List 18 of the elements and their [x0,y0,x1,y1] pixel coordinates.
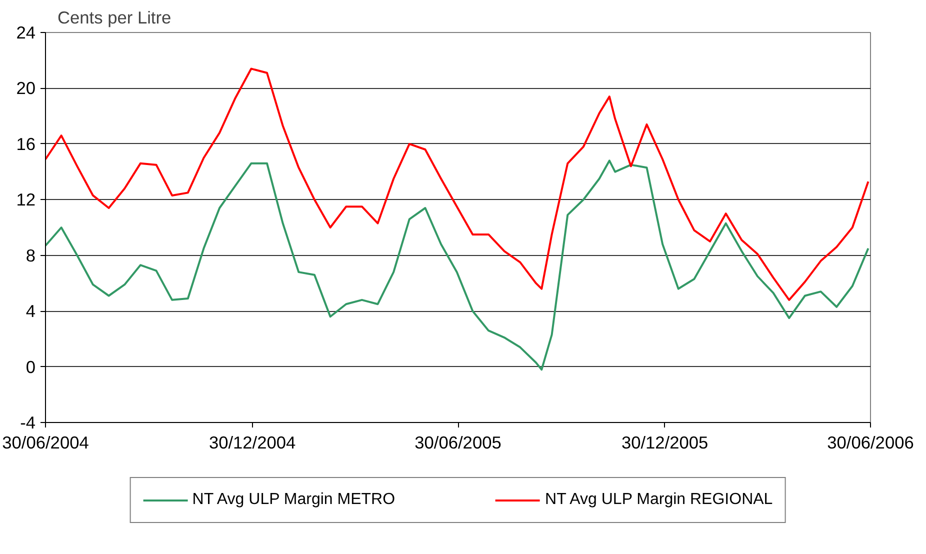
legend-label: NT Avg ULP Margin REGIONAL [545,491,773,509]
line-series [46,68,870,301]
x-tick-label: 30/06/2006 [827,432,914,452]
line-series [46,160,870,371]
x-tick-label: 30/06/2005 [414,432,502,452]
x-tick-label: 30/12/2004 [208,432,296,452]
y-axis-title: Cents per Litre [58,8,172,28]
y-tick-label: 24 [16,22,36,42]
y-tick-label: -4 [20,412,36,432]
y-tick-label: 4 [26,301,36,322]
legend-label: NT Avg ULP Margin METRO [192,491,396,509]
y-tick-label: 12 [16,190,36,210]
y-tick-label: 0 [26,356,36,377]
y-tick-label: 8 [26,245,36,266]
x-tick-label: 30/12/2005 [621,432,708,452]
y-tick-label: 20 [16,78,36,98]
x-tick-label: 30/06/2004 [2,432,90,452]
y-tick-label: 16 [16,134,36,154]
